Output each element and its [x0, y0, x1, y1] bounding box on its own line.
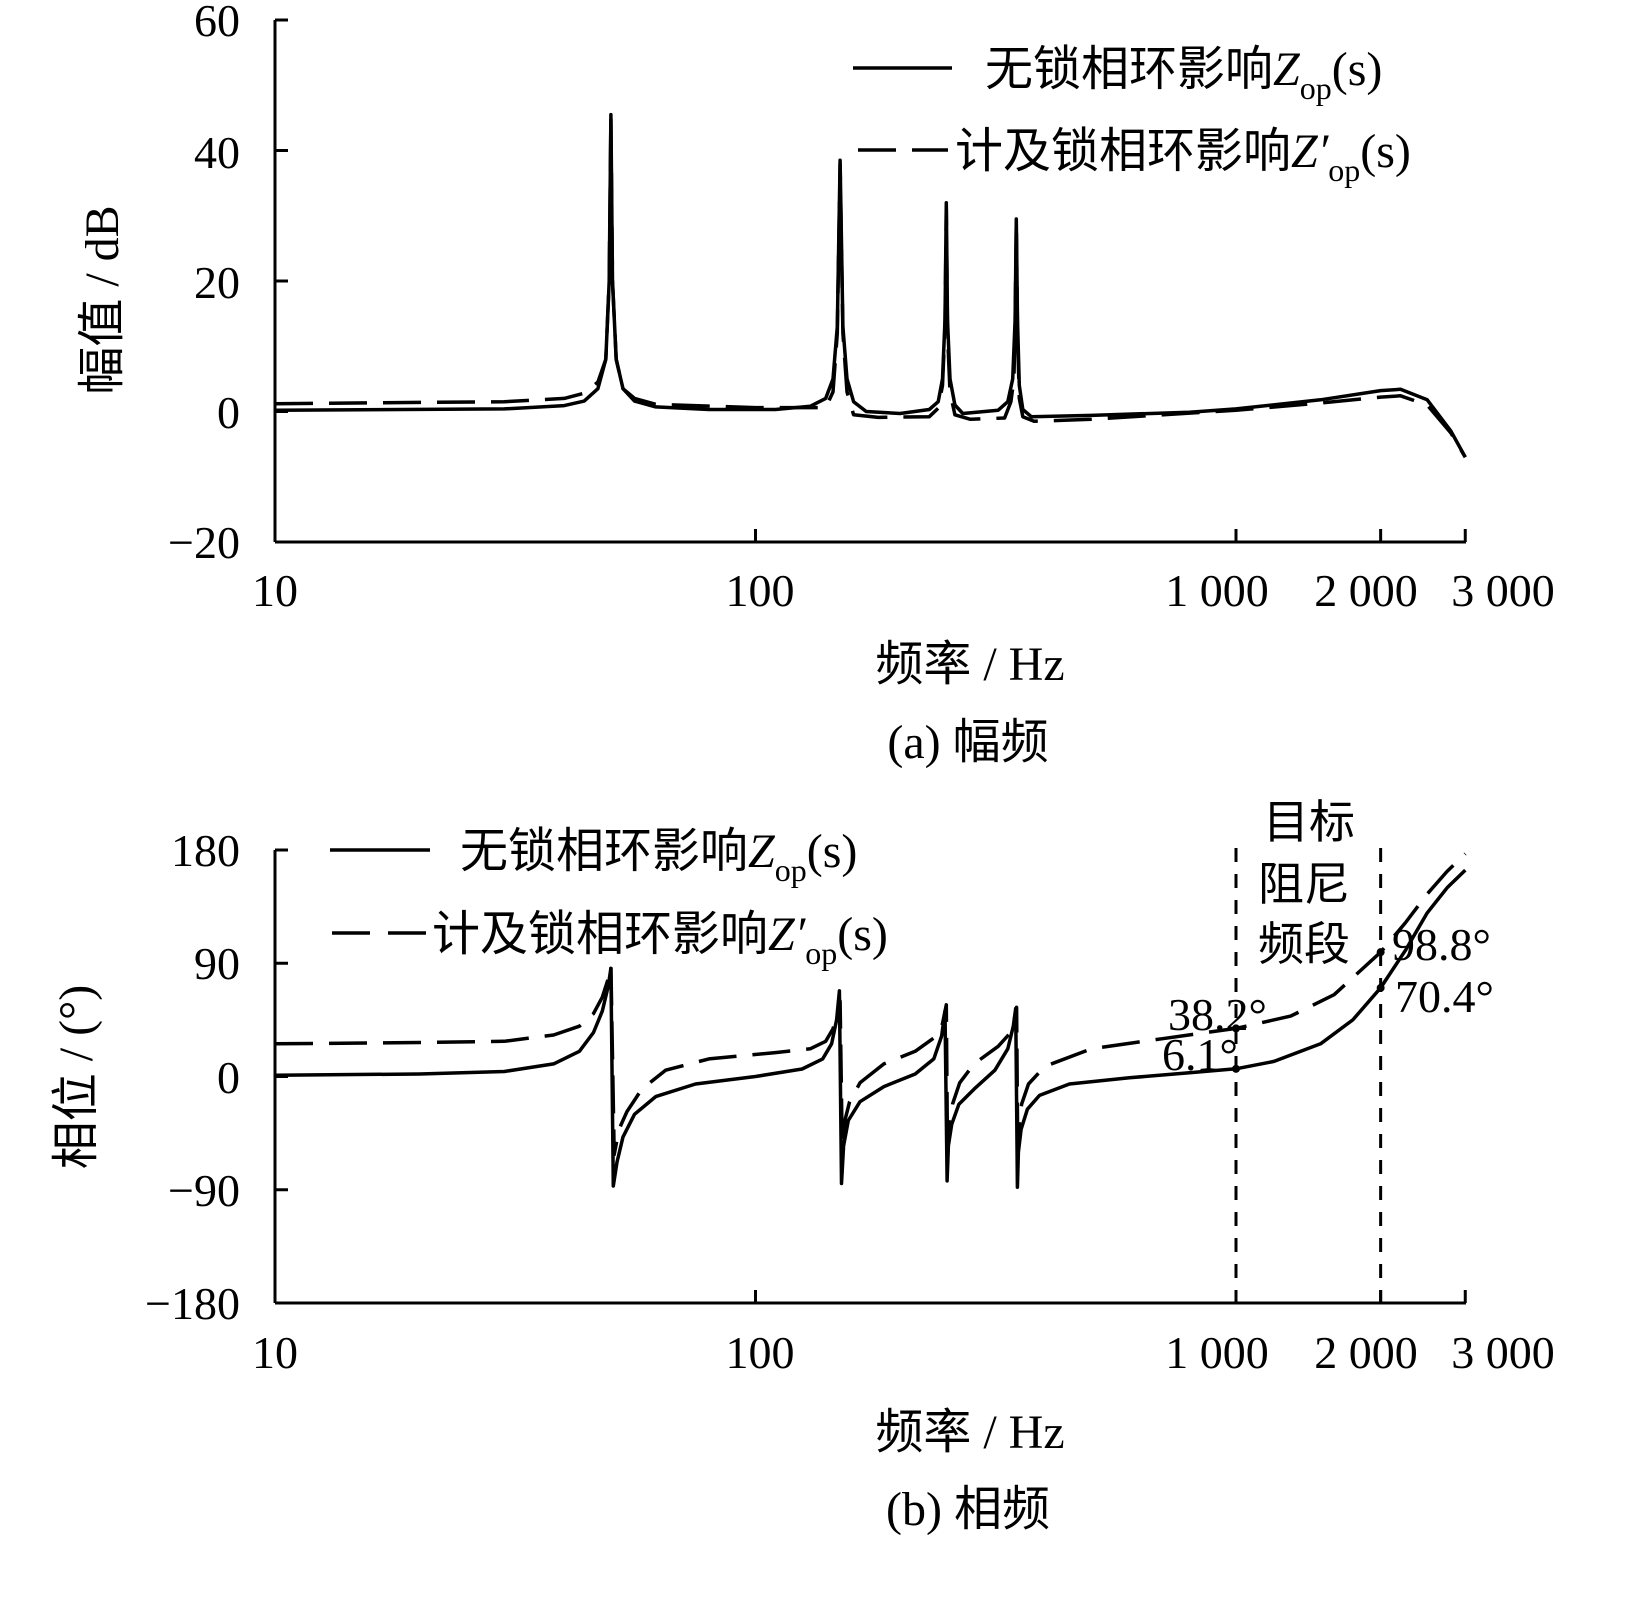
legend: 无锁相环影响Zop(s) 计及锁相环影响Z′op(s): [330, 825, 888, 971]
band-label: 目标: [1263, 797, 1355, 848]
x-tick-label: 10: [252, 1327, 298, 1378]
y-tick-label: −20: [168, 517, 240, 568]
legend-entry: 无锁相环影响Zop(s): [985, 43, 1382, 106]
x-tick-label: 100: [726, 565, 795, 616]
annotation-label: 70.4°: [1395, 971, 1494, 1022]
y-tick-label: 40: [194, 127, 240, 178]
x-tick-label: 2 000: [1314, 565, 1418, 616]
series-line-without-pll: [274, 868, 1467, 1189]
legend-entry: 无锁相环影响Zop(s): [460, 825, 857, 888]
series-line-with-pll: [274, 116, 1467, 459]
y-tick-label: 0: [217, 387, 240, 438]
y-tick-label: 90: [194, 938, 240, 989]
x-tick-label: 3 000: [1451, 565, 1555, 616]
legend-entry: 计及锁相环影响Z′op(s): [432, 908, 888, 971]
band-label: 阻尼: [1258, 859, 1350, 910]
y-axis-label: 相位 / (°): [50, 985, 103, 1170]
y-tick-label: −90: [168, 1165, 240, 1216]
panel-caption: (b) 相频: [886, 1483, 1050, 1536]
x-axis-label: 频率 / Hz: [875, 1406, 1064, 1459]
x-tick-label: 3 000: [1451, 1327, 1555, 1378]
x-tick-label: 1 000: [1165, 1327, 1269, 1378]
series-line-without-pll: [274, 112, 1467, 459]
annotation-label: 38.2°: [1168, 989, 1267, 1040]
x-tick-label: 100: [726, 1327, 795, 1378]
panel-caption: (a) 幅频: [887, 716, 1048, 769]
series-line-with-pll: [274, 852, 1467, 1161]
y-axis-label: 幅值 / dB: [76, 205, 129, 394]
magnitude-panel: 60 40 20 0 −20 10 100 1 000 2 000 3 000 …: [76, 0, 1555, 769]
legend: 无锁相环影响Zop(s) 计及锁相环影响Z′op(s): [853, 43, 1411, 188]
x-tick-label: 2 000: [1314, 1327, 1418, 1378]
y-tick-label: −180: [145, 1278, 240, 1329]
x-tick-label: 1 000: [1165, 565, 1269, 616]
phase-panel: 180 90 0 −90 −180 10 100 1 000 2 000 3 0…: [50, 797, 1555, 1536]
y-tick-label: 0: [217, 1052, 240, 1103]
y-tick-label: 20: [194, 257, 240, 308]
band-label: 频段: [1258, 919, 1350, 970]
y-tick-label: 180: [171, 825, 240, 876]
annotation-label: 6.1°: [1162, 1029, 1238, 1080]
x-tick-label: 10: [252, 565, 298, 616]
legend-entry: 计及锁相环影响Z′op(s): [955, 125, 1411, 188]
x-axis-label: 频率 / Hz: [875, 638, 1064, 691]
y-tick-label: 60: [194, 0, 240, 46]
annotation-label: 98.8°: [1392, 919, 1491, 970]
